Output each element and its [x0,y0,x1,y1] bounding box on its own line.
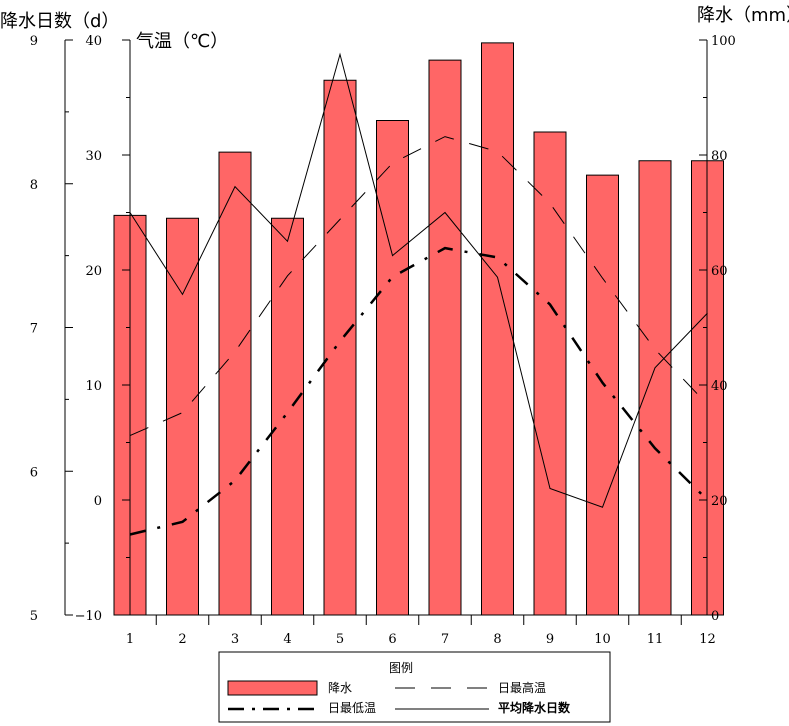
left-axis-tick-label: 5 [30,609,38,624]
x-axis-tick-label: 5 [336,632,344,647]
series-line-long-dash [129,136,708,437]
x-axis-tick-label: 1 [126,632,134,647]
right-axis-tick-label: 20 [711,494,728,509]
temp-axis-tick-label: 10 [85,379,102,394]
line-series [129,52,709,536]
temp-axis-tick-label: 20 [85,264,102,279]
x-axis-tick-label: 7 [441,632,449,647]
x-axis-tick-label: 4 [283,632,291,647]
series-line-dash-dot-bold [129,246,709,536]
precip-bar-7 [428,59,462,616]
right-axis-tick-label: 60 [711,264,728,279]
legend-label-max: 日最高温 [498,680,546,695]
right-axis-tick-label: 100 [711,34,736,49]
right-axis-title: 降水（mm） [697,5,789,26]
left-axis-tick-label: 7 [30,322,38,337]
precip-bar-3 [218,151,252,616]
precipitation-bars [113,42,724,616]
x-axis-tick-label: 3 [231,632,239,647]
legend-label-min: 日最低温 [328,701,376,715]
precip-bar-4 [271,217,304,616]
x-axis-tick-label: 6 [388,632,396,647]
right-axis-tick-label: 40 [711,379,728,394]
temp-axis-title: 气温（℃） [136,31,228,52]
precip-bar-9 [533,131,567,616]
temp-axis-tick-label: 40 [85,34,102,49]
right-axis-tick-label: 0 [711,609,719,624]
legend: 图例 降水 日最高温 日最低温 平均降水日数 [218,651,611,723]
precip-bar-2 [166,217,199,616]
temp-axis-tick-label: 30 [85,149,102,164]
x-axis-tick-label: 9 [546,632,554,647]
legend-label-precip: 降水 [328,681,352,695]
left-axis-tick-label: 6 [30,465,38,480]
legend-label-days: 平均降水日数 [498,700,571,715]
right-axis-tick-label: 80 [711,149,728,164]
x-axis-tick-label: 12 [699,632,716,647]
left-axis-title: 降水日数（d） [0,11,119,32]
left-axis-tick-label: 8 [30,178,38,193]
x-axis-tick-label: 10 [594,632,611,647]
precip-bar-8 [481,42,514,616]
x-axis-tick-label: 11 [647,632,664,647]
left-axis-tick-label: 9 [30,34,38,49]
x-axis-tick-label: 8 [493,632,501,647]
precip-bar-6 [376,120,409,616]
x-axis-tick-label: 2 [178,632,186,647]
temp-axis-tick-label: 0 [94,494,102,509]
precip-bar-10 [586,174,619,616]
legend-swatch-precip [227,680,318,696]
legend-title: 图例 [389,661,413,675]
series-line-solid [129,52,708,508]
precip-bar-11 [638,160,672,616]
precip-bar-5 [323,79,357,616]
temp-axis-tick-label: −10 [75,609,102,624]
